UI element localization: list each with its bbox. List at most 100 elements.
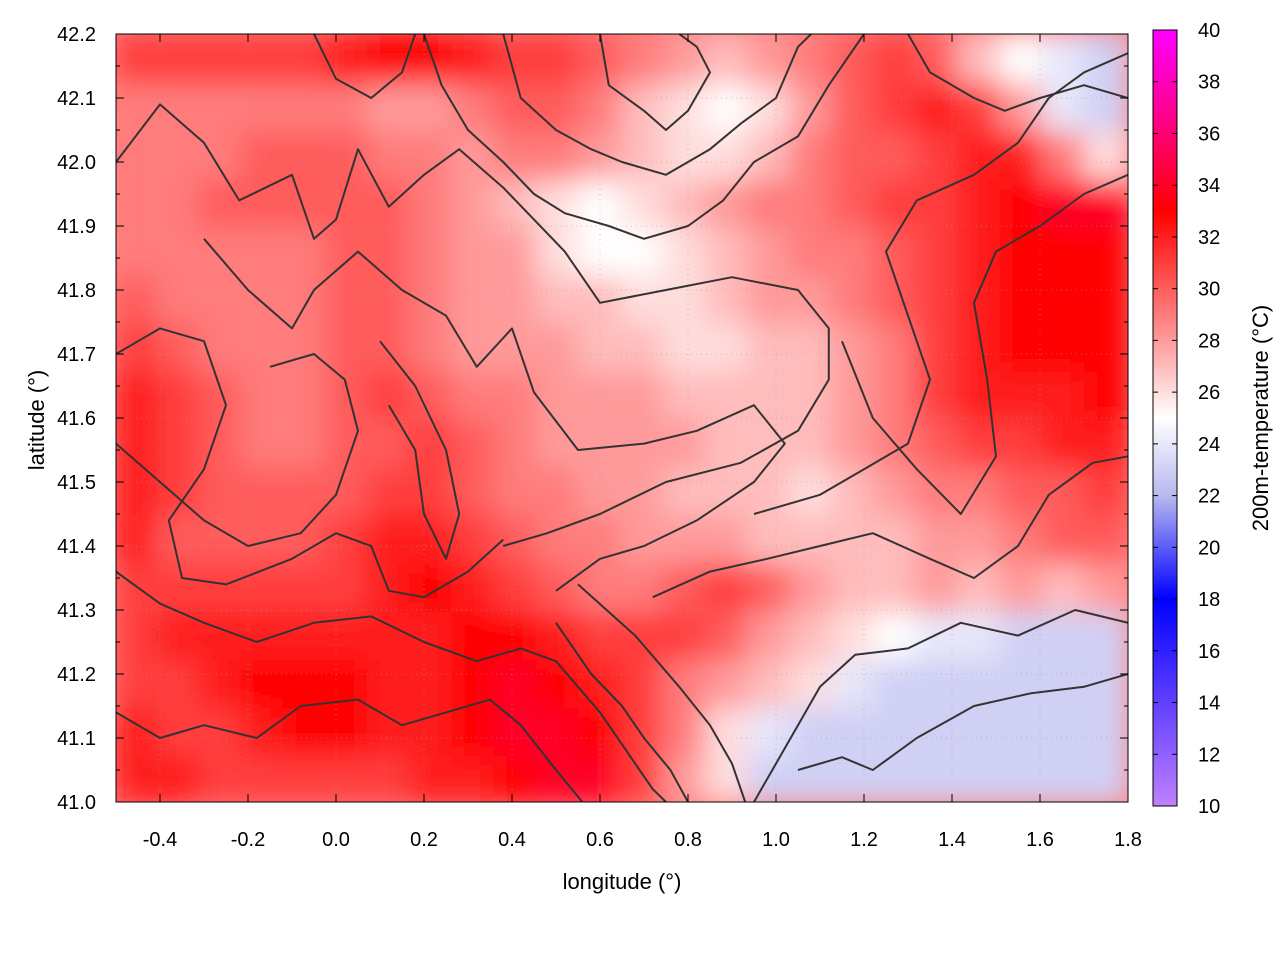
heatmap-cell [746,608,793,660]
heatmap-cell [915,80,962,132]
heatmap-cell [873,752,920,802]
x-tick-label: 0.0 [322,829,350,851]
heatmap-cell [915,128,962,180]
heatmap-cell [915,272,962,324]
contour-line [599,34,711,131]
heatmap-cell [915,560,962,612]
heatmap-cell [156,512,203,564]
heatmap-cell [198,224,245,276]
heatmap-cell [1083,128,1128,180]
heatmap-cell [830,416,877,468]
heatmap-cell [662,272,709,324]
contour-line [116,570,667,802]
heatmap-cell [1083,704,1128,756]
heatmap-cell [873,512,920,564]
y-axis-label: latitude (°) [24,370,49,471]
heatmap-cell [493,80,540,132]
y-tick-label: 41.8 [57,280,96,302]
heatmap-cell [198,512,245,564]
heatmap-cell [367,752,414,802]
colorbar-gradient [1152,29,1178,807]
heatmap-cell [620,656,667,708]
heatmap-cell [409,464,456,516]
heatmap-cell [198,416,245,468]
heatmap-cell [324,80,371,132]
heatmap-cell [957,512,1004,564]
heatmap-cell [999,320,1046,372]
heatmap-cell [1041,320,1088,372]
colorbar-tick-label: 38 [1198,72,1220,94]
heatmap-cell [493,704,540,756]
heatmap-cell [662,224,709,276]
heatmap-cell [324,128,371,180]
heatmap-cell [915,224,962,276]
heatmap-cell [116,656,161,708]
x-tick-label: 1.2 [850,829,878,851]
heatmap-cell [535,752,582,802]
heatmap-cell [830,176,877,228]
heatmap-cell [915,656,962,708]
y-tick-label: 41.4 [57,536,96,558]
heatmap-cell [324,608,371,660]
colorbar-tick-label: 10 [1198,796,1220,818]
heatmap-cell [1041,512,1088,564]
heatmap-cell [704,368,751,420]
heatmap-cell [1041,752,1088,802]
heatmap-cell [662,320,709,372]
heatmap-cell [156,320,203,372]
x-tick-label: -0.4 [143,829,177,851]
heatmap-cell [1083,608,1128,660]
contour-line [753,52,1128,515]
heatmap-cell [620,608,667,660]
heatmap-cell [830,224,877,276]
heatmap-cell [156,608,203,660]
heatmap-cell [830,320,877,372]
colorbar-tick-label: 26 [1198,382,1220,404]
y-tick-label: 41.5 [57,472,96,494]
heatmap-cell [830,272,877,324]
heatmap-cell [116,80,161,132]
heatmap-cell [873,176,920,228]
heatmap-cell [746,80,793,132]
heatmap-cell [620,416,667,468]
heatmap-cell [282,320,329,372]
heatmap-cell [156,224,203,276]
heatmap-cell [957,656,1004,708]
y-tick-label: 41.9 [57,216,96,238]
heatmap-cell [451,224,498,276]
heatmap-cell [620,34,667,84]
heatmap-cell [788,560,835,612]
heatmap-cell [788,752,835,802]
heatmap-cell [493,224,540,276]
heatmap-cell [451,176,498,228]
heatmap-cell [535,320,582,372]
colorbar-tick-label: 20 [1198,537,1220,559]
heatmap-cell [367,512,414,564]
x-tick-label: 0.6 [586,829,614,851]
heatmap-cell [324,656,371,708]
heatmap-cell [451,704,498,756]
heatmap-cell [367,560,414,612]
x-axis-label: longitude (°) [563,869,682,894]
heatmap-cell [620,560,667,612]
heatmap-cell [282,272,329,324]
heatmap-cell [1041,656,1088,708]
contour-line [203,238,786,592]
heatmap-cell [198,752,245,802]
colorbar-tick-label: 36 [1198,123,1220,145]
heatmap-cell [704,656,751,708]
heatmap-cell [198,656,245,708]
heatmap-cell [535,512,582,564]
contour-line [379,340,461,560]
heatmap-cell [493,464,540,516]
y-tick-label: 41.1 [57,728,96,750]
heatmap-cell [704,176,751,228]
colorbar-tick-label: 22 [1198,486,1220,508]
heatmap-cell [788,320,835,372]
heatmap-cell [957,608,1004,660]
heatmap-cell [324,752,371,802]
heatmap-cell [156,34,203,84]
heatmap-cell [873,128,920,180]
x-tick-label: 1.6 [1026,829,1054,851]
